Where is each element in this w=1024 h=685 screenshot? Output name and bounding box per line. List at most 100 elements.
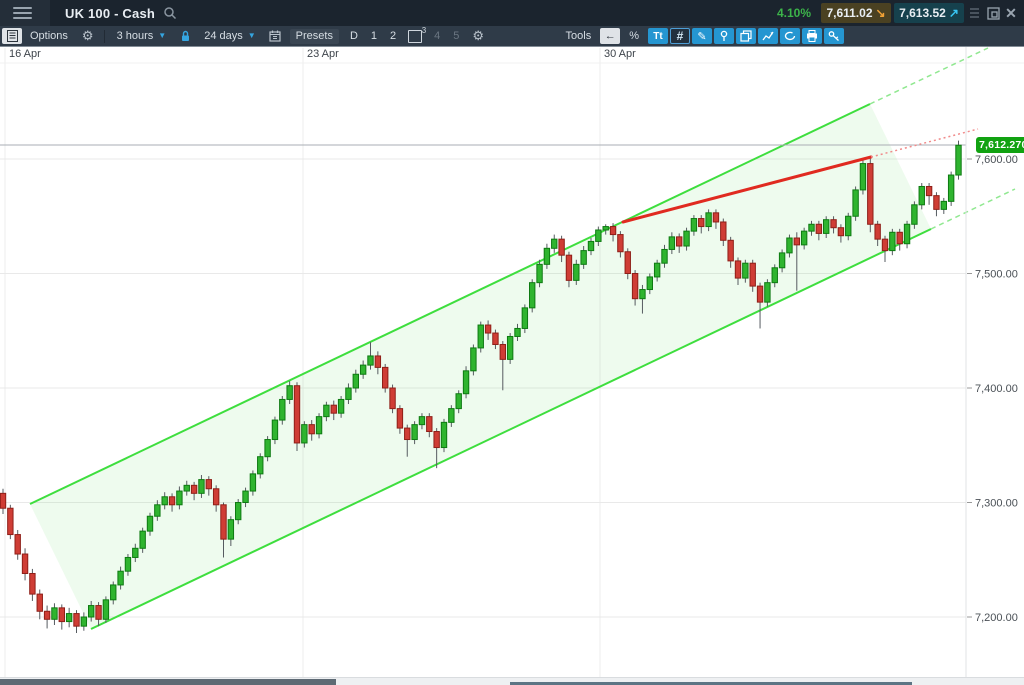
candle[interactable]	[720, 221, 727, 241]
interval-dropdown[interactable]: 3 hours ▼	[109, 28, 175, 44]
candle[interactable]	[859, 163, 867, 191]
key-settings-icon[interactable]	[824, 28, 844, 44]
candle[interactable]	[337, 398, 345, 414]
candle[interactable]	[506, 335, 514, 360]
candle[interactable]	[742, 262, 749, 279]
candle[interactable]	[95, 605, 102, 620]
candle[interactable]	[845, 215, 852, 237]
candle[interactable]	[345, 387, 352, 400]
lock-icon[interactable]	[175, 28, 195, 44]
candle[interactable]	[874, 223, 881, 240]
candle[interactable]	[43, 610, 51, 620]
candle[interactable]	[551, 238, 558, 249]
candle[interactable]	[602, 226, 609, 231]
candle[interactable]	[352, 373, 360, 389]
candle[interactable]	[683, 230, 690, 247]
candle[interactable]	[271, 419, 279, 441]
candle[interactable]	[220, 504, 227, 540]
candle[interactable]	[624, 251, 631, 274]
candle[interactable]	[867, 163, 874, 225]
candle[interactable]	[955, 144, 962, 176]
candle[interactable]	[102, 599, 110, 620]
candle[interactable]	[690, 218, 698, 232]
options-button[interactable]: Options	[30, 30, 68, 42]
candle[interactable]	[330, 404, 337, 414]
duplicate-windows-icon[interactable]	[736, 28, 756, 44]
candle[interactable]	[499, 343, 507, 360]
candle[interactable]	[212, 488, 220, 506]
candle[interactable]	[529, 282, 536, 309]
candle[interactable]	[933, 195, 940, 210]
candle[interactable]	[205, 479, 213, 490]
buy-price-button[interactable]: 7,613.52 ↗	[894, 3, 964, 23]
layout-5-button[interactable]: 5	[453, 30, 460, 42]
candle[interactable]	[492, 332, 499, 345]
pin-marker-icon[interactable]	[714, 28, 734, 44]
candle[interactable]	[73, 613, 80, 627]
candle[interactable]	[558, 238, 565, 256]
candle[interactable]	[374, 355, 382, 368]
candle[interactable]	[293, 385, 301, 444]
candle[interactable]	[852, 189, 859, 217]
drag-handle-icon[interactable]	[970, 2, 981, 24]
candle[interactable]	[565, 254, 573, 281]
chart-list-icon[interactable]	[2, 28, 22, 44]
candle[interactable]	[617, 234, 624, 253]
candle[interactable]	[712, 212, 720, 223]
candle[interactable]	[65, 613, 73, 623]
candle[interactable]	[918, 185, 925, 206]
candle[interactable]	[830, 219, 837, 229]
candle[interactable]	[139, 530, 146, 549]
layout-settings-gear-icon[interactable]: ⚙	[472, 28, 485, 43]
lasso-select-icon[interactable]	[780, 28, 800, 44]
layout-3-grid-icon[interactable]: 3	[408, 26, 426, 43]
grid-toggle-button[interactable]: #	[670, 28, 690, 44]
candle[interactable]	[749, 262, 756, 287]
scrollbar-thumb[interactable]	[0, 679, 336, 685]
candle[interactable]	[183, 484, 190, 492]
candle[interactable]	[756, 285, 764, 303]
channel-upper-line[interactable]	[29, 103, 871, 505]
candle[interactable]	[676, 236, 683, 247]
candle[interactable]	[823, 219, 830, 234]
candle[interactable]	[580, 250, 587, 265]
candle[interactable]	[646, 276, 653, 291]
candle[interactable]	[837, 227, 845, 237]
candle[interactable]	[764, 282, 771, 303]
candle[interactable]	[7, 507, 14, 536]
candle[interactable]	[249, 473, 257, 492]
range-dropdown[interactable]: 24 days ▼	[196, 28, 263, 44]
candle[interactable]	[433, 431, 440, 449]
candle[interactable]	[573, 263, 580, 281]
layout-2-button[interactable]: 2	[390, 30, 397, 42]
candle[interactable]	[389, 387, 396, 410]
candle[interactable]	[0, 492, 7, 509]
candle[interactable]	[661, 248, 668, 264]
candle[interactable]	[793, 237, 800, 246]
layout-1-button[interactable]: 1	[370, 30, 378, 42]
candle[interactable]	[58, 607, 65, 623]
candle[interactable]	[808, 223, 815, 232]
chart-canvas[interactable]: 7,600.00 7,500.00 7,400.00 7,300.00 7,200.00	[0, 47, 1024, 680]
candle[interactable]	[514, 327, 521, 337]
candle[interactable]	[257, 456, 264, 475]
close-icon[interactable]: ✕	[1005, 4, 1017, 21]
candle[interactable]	[323, 404, 330, 418]
candle[interactable]	[940, 200, 947, 210]
candle[interactable]	[786, 237, 793, 254]
candle[interactable]	[925, 185, 933, 197]
candle[interactable]	[815, 223, 823, 234]
resistance-trendline[interactable]	[621, 155, 873, 224]
hamburger-menu-button[interactable]	[0, 0, 50, 26]
candle[interactable]	[308, 424, 315, 435]
candle[interactable]	[227, 519, 235, 540]
candle[interactable]	[29, 572, 36, 595]
candle[interactable]	[609, 226, 617, 236]
candle[interactable]	[903, 223, 911, 245]
channel-lower-line[interactable]	[90, 228, 932, 630]
print-icon[interactable]	[802, 28, 822, 44]
candle[interactable]	[176, 490, 183, 506]
candle[interactable]	[778, 252, 786, 269]
candle[interactable]	[705, 212, 712, 228]
candle[interactable]	[587, 240, 595, 252]
